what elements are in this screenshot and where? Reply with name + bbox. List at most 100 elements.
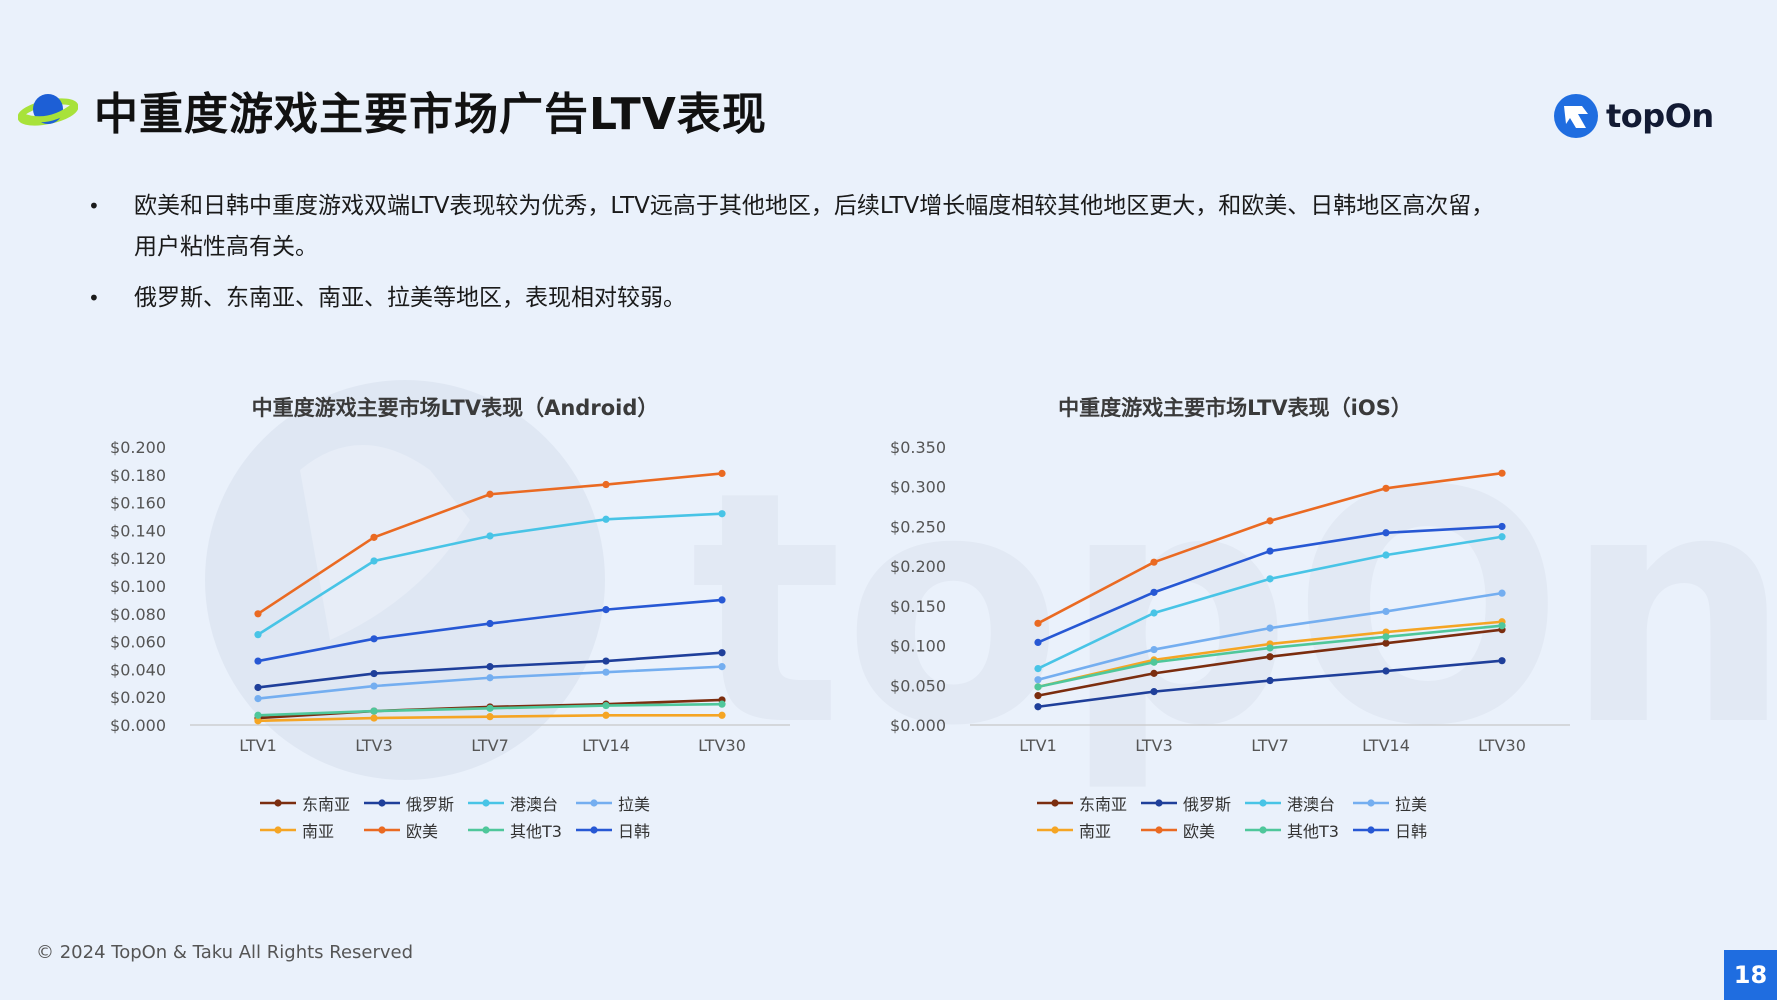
data-point <box>602 668 610 676</box>
legend-label: 其他T3 <box>510 821 562 841</box>
bullet-item: • 欧美和日韩中重度游戏双端LTV表现较为优秀，LTV远高于其他地区，后续LTV… <box>88 186 1508 268</box>
data-point <box>1150 588 1158 596</box>
data-point <box>1034 703 1042 711</box>
legend-label: 俄罗斯 <box>406 794 455 814</box>
legend-swatch <box>1141 825 1178 834</box>
legend-label: 欧美 <box>406 821 439 841</box>
data-point <box>1266 575 1274 583</box>
y-tick-label: $0.100 <box>110 577 166 596</box>
data-point <box>718 649 726 657</box>
legend-label: 其他T3 <box>1287 821 1339 841</box>
data-point <box>370 533 378 541</box>
y-tick-label: $0.060 <box>110 633 166 652</box>
data-point <box>254 711 262 719</box>
legend-swatch <box>1245 825 1282 834</box>
legend-item: 拉美 <box>574 792 651 814</box>
bullet-marker: • <box>88 194 100 218</box>
data-point <box>254 717 262 725</box>
legend-label: 日韩 <box>1395 821 1428 841</box>
planet-icon <box>18 94 78 126</box>
data-point <box>1498 469 1506 477</box>
data-point <box>1382 639 1390 647</box>
data-point <box>254 694 262 703</box>
page-number: 18 <box>1724 950 1777 1000</box>
chart-title: 中重度游戏主要市场LTV表现（iOS） <box>1058 396 1412 420</box>
legend-label: 港澳台 <box>510 794 559 814</box>
page-title: 中重度游戏主要市场广告LTV表现 <box>94 89 767 140</box>
data-point <box>1150 558 1158 566</box>
data-point <box>1498 533 1506 541</box>
y-tick-label: $0.300 <box>890 478 946 497</box>
data-point <box>370 707 378 715</box>
data-point <box>718 700 726 708</box>
legend-swatch <box>468 798 505 807</box>
data-point <box>254 683 262 692</box>
legend-item: 南亚 <box>258 819 350 841</box>
legend-swatch <box>576 825 612 834</box>
legend-item: 其他T3 <box>1243 819 1339 841</box>
data-point <box>602 606 610 614</box>
y-tick-label: $0.080 <box>110 605 166 624</box>
data-point <box>602 480 610 489</box>
data-point <box>1382 484 1390 492</box>
legend-swatch <box>1353 798 1389 807</box>
legend-label: 拉美 <box>618 794 651 814</box>
data-point <box>718 711 726 719</box>
data-point <box>602 711 610 719</box>
data-point <box>370 635 378 643</box>
legend-swatch <box>364 798 401 807</box>
topon-logo-icon <box>1554 94 1598 138</box>
legend-label: 拉美 <box>1395 794 1428 814</box>
y-tick-label: $0.140 <box>110 521 166 540</box>
legend-item: 欧美 <box>1139 819 1231 841</box>
legend-swatch <box>364 825 401 834</box>
y-tick-label: $0.100 <box>890 637 946 656</box>
data-point <box>370 557 378 565</box>
data-point <box>486 713 494 721</box>
legend-item: 港澳台 <box>1243 792 1339 814</box>
legend-swatch <box>1245 798 1282 807</box>
bullet-marker: • <box>88 286 100 310</box>
legend-item: 南亚 <box>1035 819 1127 841</box>
y-tick-label: $0.200 <box>890 557 946 576</box>
copyright-footer: © 2024 TopOn & Taku All Rights Reserved <box>36 942 414 963</box>
data-point <box>370 682 378 690</box>
data-point <box>1150 645 1158 654</box>
x-tick-label: LTV30 <box>1478 736 1526 755</box>
data-point <box>1498 589 1506 597</box>
chart-legend: 东南亚 俄罗斯 港澳台 拉美 南亚 欧美 其他T3 日韩 <box>1035 792 1433 841</box>
legend-item: 俄罗斯 <box>362 792 455 814</box>
data-point <box>486 619 494 628</box>
android-chart-plot: $0.000 $0.020 $0.040 $0.060 $0.080 $0.100 $0.1… <box>110 438 790 755</box>
data-point <box>718 469 726 478</box>
data-point <box>1150 669 1158 677</box>
data-point <box>254 631 262 639</box>
y-tick-label: $0.160 <box>110 494 166 513</box>
legend-label: 南亚 <box>302 821 335 841</box>
data-point <box>254 610 262 618</box>
legend-item: 拉美 <box>1351 792 1428 814</box>
legend-item: 俄罗斯 <box>1139 792 1231 814</box>
data-point <box>718 663 726 671</box>
data-point <box>1266 517 1274 525</box>
data-point <box>602 515 610 523</box>
data-point <box>1498 622 1506 630</box>
y-tick-label: $0.150 <box>890 597 946 616</box>
data-point <box>486 674 494 682</box>
y-tick-label: $0.040 <box>110 660 166 679</box>
data-point <box>602 657 610 665</box>
legend-item: 东南亚 <box>258 792 350 814</box>
legend-label: 南亚 <box>1079 821 1112 841</box>
ios-chart-plot: $0.000 $0.050 $0.100 $0.150 $0.200 $0.250 $0.3… <box>890 438 1570 755</box>
data-point <box>1498 657 1506 665</box>
data-point <box>1034 638 1042 646</box>
y-tick-label: $0.250 <box>890 517 946 536</box>
ios-ltv-chart: 中重度游戏主要市场LTV表现（iOS） $0.000 $0.050 $0.100 $0… <box>890 384 1580 854</box>
series-line-港澳台 <box>257 512 723 636</box>
legend-item: 港澳台 <box>466 792 562 814</box>
y-tick-label: $0.000 <box>890 716 946 735</box>
legend-item: 其他T3 <box>466 819 562 841</box>
x-tick-label: LTV3 <box>355 736 393 755</box>
legend-swatch <box>468 825 505 834</box>
chart-legend: 东南亚 俄罗斯 港澳台 拉美 南亚 欧美 其他T3 日韩 <box>258 792 656 841</box>
